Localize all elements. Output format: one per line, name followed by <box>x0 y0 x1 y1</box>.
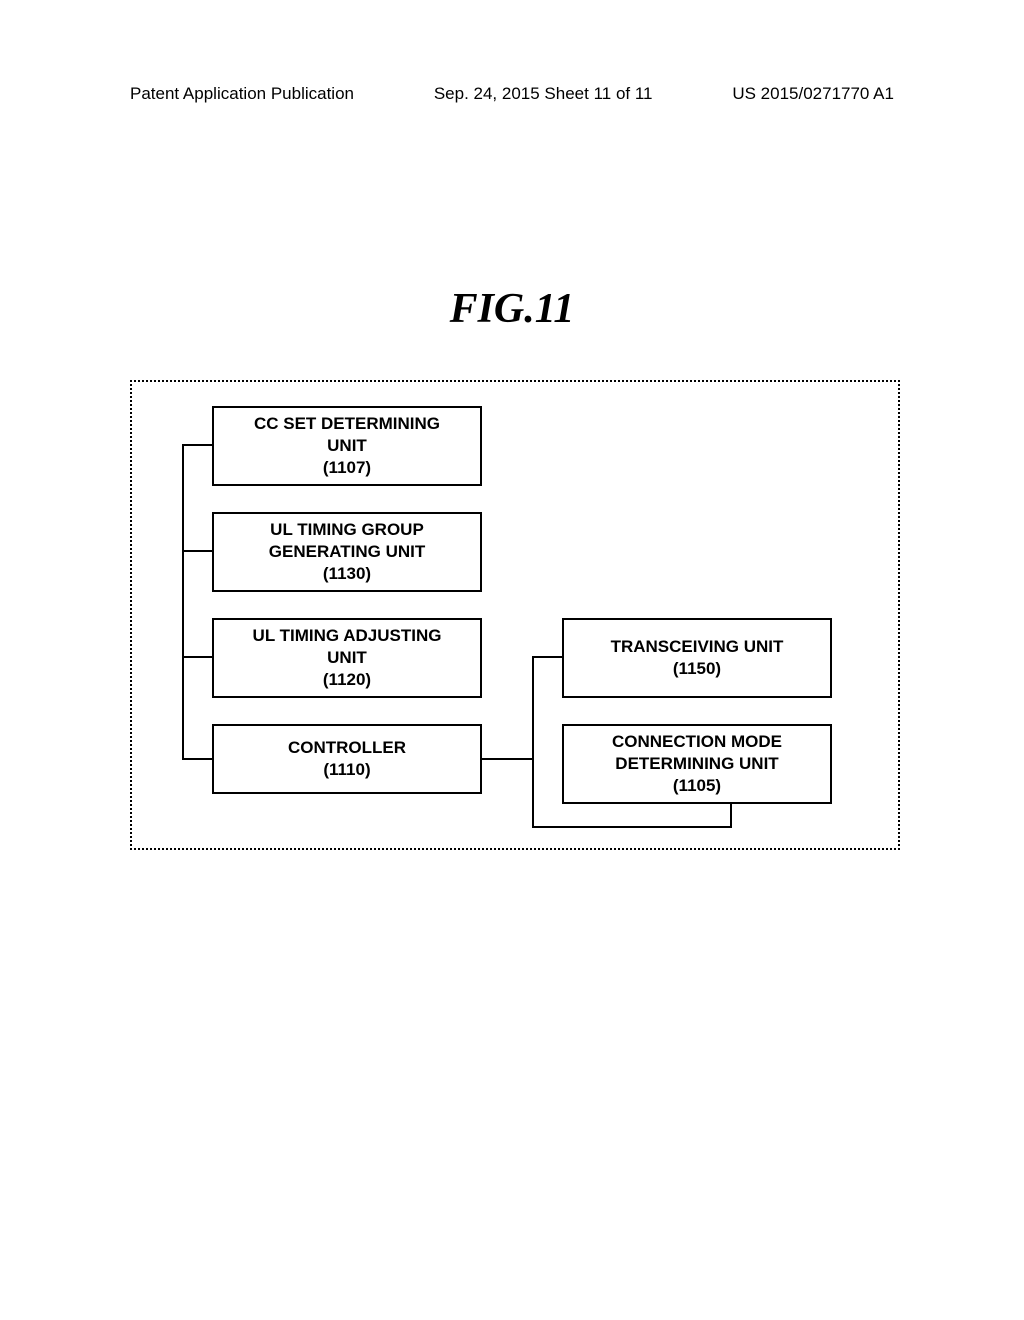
box-connection-mode: CONNECTION MODE DETERMINING UNIT (1105) <box>562 724 832 804</box>
box-ref: (1107) <box>323 457 371 479</box>
connector <box>182 656 212 658</box>
header-right-text: US 2015/0271770 A1 <box>732 84 894 104</box>
box-cc-set-determining: CC SET DETERMINING UNIT (1107) <box>212 406 482 486</box>
box-label-line: UL TIMING GROUP <box>270 519 424 541</box>
box-label-line: CC SET DETERMINING <box>254 413 440 435</box>
connector <box>730 804 732 828</box>
page-header: Patent Application Publication Sep. 24, … <box>0 84 1024 104</box>
box-label-line: CONNECTION MODE <box>612 731 782 753</box>
box-label-line: TRANSCEIVING UNIT <box>611 636 784 658</box>
box-transceiving: TRANSCEIVING UNIT (1150) <box>562 618 832 698</box>
box-label-line: UNIT <box>327 435 367 457</box>
box-ref: (1120) <box>323 669 371 691</box>
box-label-line: CONTROLLER <box>288 737 406 759</box>
figure-title: FIG.11 <box>450 285 575 333</box>
header-left-text: Patent Application Publication <box>130 84 354 104</box>
box-ref: (1130) <box>323 563 371 585</box>
connector <box>482 758 534 760</box>
connector <box>182 444 184 760</box>
box-ul-timing-group: UL TIMING GROUP GENERATING UNIT (1130) <box>212 512 482 592</box>
box-ref: (1150) <box>673 658 721 680</box>
box-label-line: UL TIMING ADJUSTING <box>253 625 442 647</box>
box-ul-timing-adjusting: UL TIMING ADJUSTING UNIT (1120) <box>212 618 482 698</box>
header-center-text: Sep. 24, 2015 Sheet 11 of 11 <box>434 84 653 104</box>
box-ref: (1105) <box>673 775 721 797</box>
box-label-line: DETERMINING UNIT <box>615 753 778 775</box>
connector <box>182 550 212 552</box>
connector <box>182 444 212 446</box>
box-ref: (1110) <box>323 759 370 781</box>
connector <box>532 656 562 658</box>
box-label-line: UNIT <box>327 647 367 669</box>
box-label-line: GENERATING UNIT <box>269 541 425 563</box>
connector <box>532 826 732 828</box>
box-controller: CONTROLLER (1110) <box>212 724 482 794</box>
connector <box>532 656 534 828</box>
diagram-container: CC SET DETERMINING UNIT (1107) UL TIMING… <box>130 380 900 850</box>
connector <box>182 758 212 760</box>
